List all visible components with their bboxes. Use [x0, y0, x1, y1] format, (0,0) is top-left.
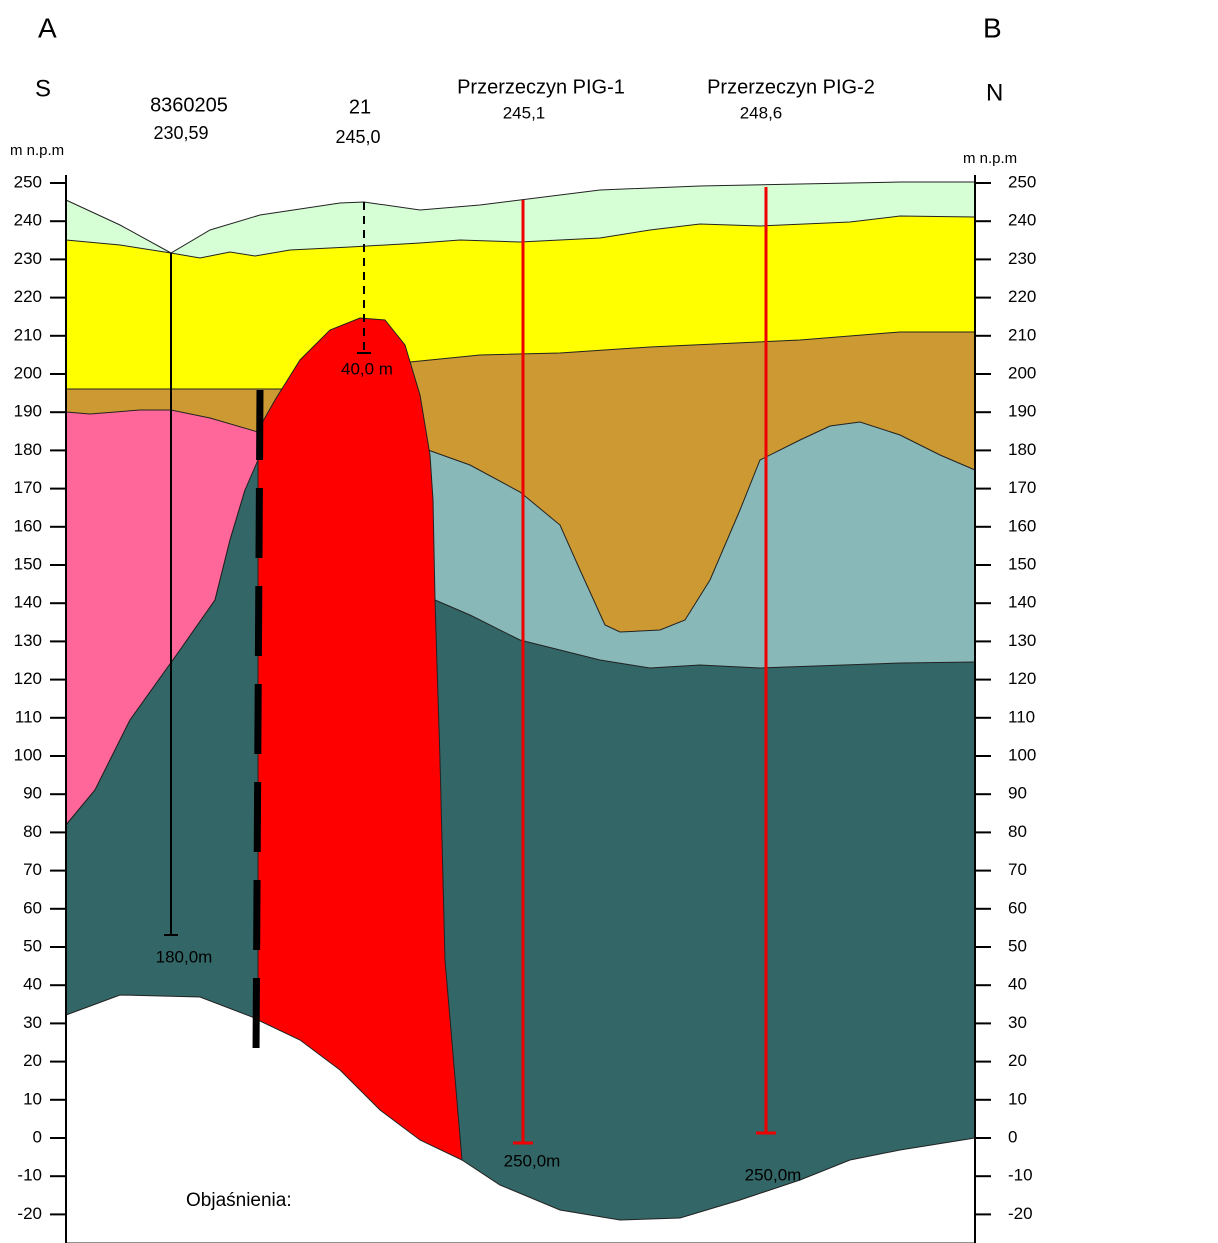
tick-label: 160 — [1008, 516, 1036, 535]
tick-label: 110 — [1008, 707, 1035, 726]
borehole-elevation: 245,0 — [335, 127, 380, 147]
tick-label: 140 — [1008, 593, 1036, 612]
tick-label: 200 — [14, 363, 42, 382]
tick-label: 30 — [23, 1013, 42, 1032]
tick-label: 120 — [1008, 669, 1036, 688]
tick-label: 240 — [14, 211, 42, 230]
tick-label: 230 — [14, 249, 42, 268]
tick-label: 80 — [1008, 822, 1027, 841]
tick-label: 70 — [23, 860, 42, 879]
axis-unit: m n.p.m — [963, 150, 1017, 167]
tick-label: 130 — [14, 631, 42, 650]
tick-label: 180 — [14, 440, 42, 459]
tick-label: 220 — [14, 287, 42, 306]
tick-label: 130 — [1008, 631, 1036, 650]
borehole-depth: 250,0m — [504, 1151, 561, 1170]
tick-label: 160 — [14, 516, 42, 535]
tick-label: 40 — [23, 975, 42, 994]
tick-label: 50 — [23, 936, 42, 955]
legend-title: Objaśnienia: — [186, 1190, 292, 1211]
tick-label: 80 — [23, 822, 42, 841]
tick-label: -10 — [1008, 1166, 1033, 1185]
tick-label: 200 — [1008, 363, 1036, 382]
direction-label: N — [986, 79, 1003, 106]
tick-label: 170 — [14, 478, 42, 497]
tick-label: 120 — [14, 669, 42, 688]
tick-label: 250 — [14, 172, 42, 191]
tick-label: 20 — [23, 1051, 42, 1070]
tick-label: 90 — [23, 784, 42, 803]
tick-label: 110 — [15, 707, 42, 726]
borehole-elevation: 248,6 — [740, 103, 783, 122]
tick-label: 170 — [1008, 478, 1036, 497]
tick-label: 60 — [1008, 898, 1027, 917]
cross-section: 2502502402402302302202202102102002001901… — [0, 0, 1218, 1243]
tick-label: 180 — [1008, 440, 1036, 459]
tick-label: 50 — [1008, 936, 1027, 955]
tick-label: 90 — [1008, 784, 1027, 803]
tick-label: 100 — [1008, 745, 1036, 764]
tick-label: 230 — [1008, 249, 1036, 268]
borehole-elevation: 230,59 — [153, 123, 208, 143]
borehole-depth: 40,0 m — [341, 359, 393, 378]
tick-label: 0 — [1008, 1127, 1017, 1146]
tick-label: 150 — [14, 554, 42, 573]
tick-label: 210 — [14, 325, 42, 344]
tick-label: 190 — [14, 402, 42, 421]
layers — [66, 182, 975, 1243]
corner-label: A — [38, 12, 57, 43]
tick-label: 250 — [1008, 172, 1036, 191]
borehole-name: Przerzeczyn PIG-2 — [707, 76, 875, 98]
borehole-name: 8360205 — [150, 94, 228, 116]
tick-label: 220 — [1008, 287, 1036, 306]
borehole-name: Przerzeczyn PIG-1 — [457, 76, 625, 98]
tick-label: 30 — [1008, 1013, 1027, 1032]
borehole-elevation: 245,1 — [503, 103, 546, 122]
tick-label: 100 — [14, 745, 42, 764]
tick-label: 10 — [23, 1089, 42, 1108]
tick-label: 0 — [33, 1127, 42, 1146]
borehole-name: 21 — [349, 96, 371, 118]
tick-label: -20 — [17, 1204, 42, 1223]
tick-label: 60 — [23, 898, 42, 917]
corner-label: B — [983, 12, 1002, 43]
direction-label: S — [35, 75, 51, 102]
tick-label: 190 — [1008, 402, 1036, 421]
borehole-depth: 180,0m — [156, 947, 213, 966]
tick-label: 210 — [1008, 325, 1036, 344]
tick-label: 70 — [1008, 860, 1027, 879]
tick-label: 150 — [1008, 554, 1036, 573]
tick-label: 10 — [1008, 1089, 1027, 1108]
tick-label: 140 — [14, 593, 42, 612]
axis-unit: m n.p.m — [10, 142, 64, 159]
tick-label: -20 — [1008, 1204, 1033, 1223]
borehole-depth: 250,0m — [745, 1165, 802, 1184]
tick-label: 40 — [1008, 975, 1027, 994]
tick-label: -10 — [17, 1166, 42, 1185]
tick-label: 240 — [1008, 211, 1036, 230]
tick-label: 20 — [1008, 1051, 1027, 1070]
